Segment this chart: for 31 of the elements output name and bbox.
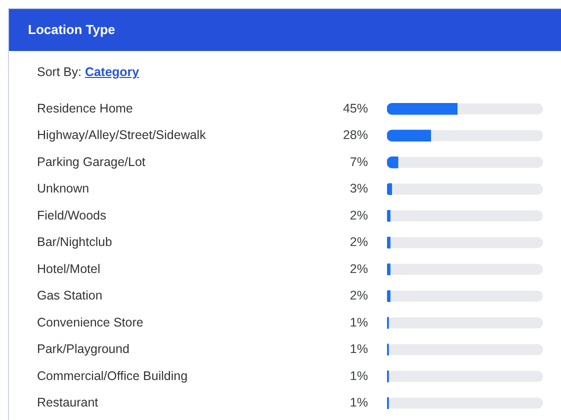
y-tick-label: Bar/Nightclub: [37, 235, 112, 250]
data-label: 1%: [350, 396, 368, 410]
data-label: 3%: [350, 182, 368, 196]
y-tick-label: Parking Garage/Lot: [37, 154, 146, 169]
bar: [387, 210, 390, 222]
y-tick-label: Gas Station: [37, 288, 102, 303]
bar: [387, 183, 392, 195]
data-label: 2%: [350, 288, 368, 303]
y-tick-label: Unknown: [37, 182, 90, 196]
data-label: 2%: [350, 262, 368, 276]
data-label: 28%: [342, 128, 368, 142]
y-tick-label: Field/Woods: [37, 208, 106, 222]
y-tick-label: Park/Playground: [37, 342, 130, 356]
y-tick-label: Commercial/Office Building: [37, 368, 188, 383]
y-tick-label: Hotel/Motel: [37, 262, 100, 276]
data-label: 7%: [350, 154, 368, 169]
data-label: 1%: [350, 315, 368, 330]
bar: [387, 290, 390, 302]
y-tick-label: Residence Home: [37, 101, 133, 116]
data-label: 2%: [350, 208, 368, 222]
y-tick-label: Convenience Store: [37, 315, 144, 330]
y-tick-label: Highway/Alley/Street/Sidewalk: [37, 128, 207, 142]
text: Location Type: [9, 9, 561, 51]
y-tick-label: Restaurant: [37, 396, 99, 410]
bar: [387, 236, 390, 248]
data-label: 45%: [342, 101, 368, 116]
bar: [387, 264, 390, 276]
text: Sort By: Category: [37, 65, 140, 79]
data-label: 2%: [350, 235, 368, 250]
data-label: 1%: [350, 368, 368, 383]
data-label: 1%: [350, 342, 368, 356]
